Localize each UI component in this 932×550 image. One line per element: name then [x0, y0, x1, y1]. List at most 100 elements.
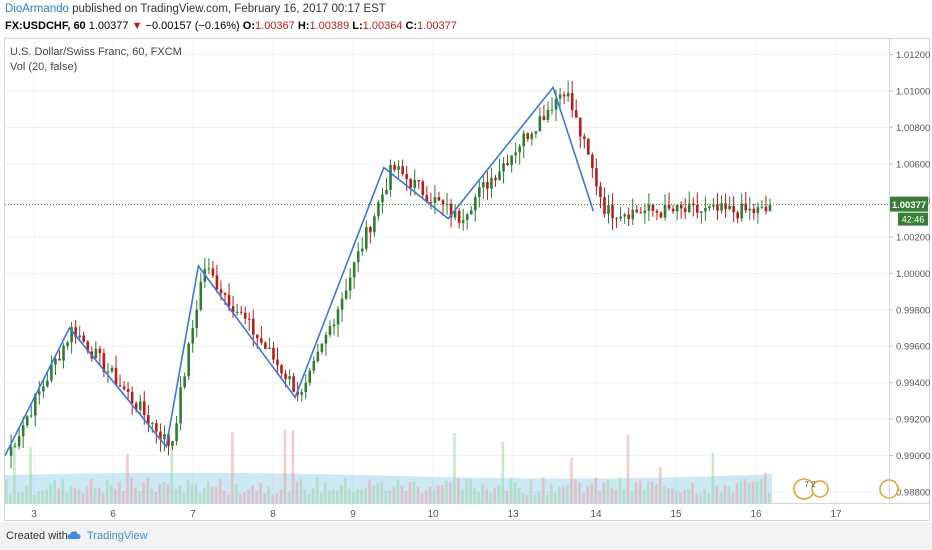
volume-bar — [513, 481, 517, 503]
volume-bar — [719, 492, 723, 503]
candle-body — [66, 342, 69, 346]
volume-bar — [101, 492, 105, 503]
x-tick-label: 17 — [830, 509, 842, 520]
candle-body — [603, 197, 606, 214]
volume-bar — [416, 486, 420, 503]
candle-body — [171, 441, 174, 446]
candle-body — [409, 179, 412, 188]
volume-bar — [622, 489, 626, 503]
candle-body — [62, 345, 65, 361]
candle-body — [582, 136, 586, 139]
volume-bar — [465, 478, 468, 503]
x-tick-label: 9 — [350, 509, 356, 520]
volume-bar — [695, 493, 698, 503]
candle-body — [599, 186, 602, 198]
volume-bar — [69, 486, 73, 503]
economic-event-icon-2[interactable] — [811, 480, 829, 498]
volume-bar — [235, 483, 238, 503]
volume-bar — [675, 490, 678, 503]
volume-bar — [392, 487, 396, 503]
author-link[interactable]: DioArmando — [5, 3, 69, 15]
volume-bar — [243, 492, 246, 503]
candle-body — [42, 386, 45, 392]
volume-bar — [13, 440, 16, 503]
volume-bar — [549, 484, 553, 503]
candle-body — [247, 318, 251, 320]
candle-body — [558, 94, 562, 99]
candle-body — [469, 210, 473, 215]
candle-body — [679, 204, 683, 209]
volume-bar — [109, 485, 113, 503]
volume-bar — [331, 489, 335, 503]
volume-bar — [376, 482, 380, 503]
volume-bar — [638, 480, 642, 503]
candle-body — [195, 309, 199, 329]
candle-body — [619, 216, 622, 219]
candle-body — [728, 205, 731, 210]
volume-bar — [517, 487, 521, 503]
candle-body — [768, 204, 772, 212]
volume-bar — [214, 487, 218, 503]
candle-body — [191, 328, 195, 344]
candle-body — [578, 117, 582, 137]
candle-body — [607, 205, 610, 214]
volume-bar — [396, 479, 400, 503]
volume-bar — [33, 494, 36, 503]
volume-bar — [449, 482, 452, 503]
volume-bar — [356, 489, 359, 503]
candle-body — [264, 342, 267, 349]
candle-body — [498, 171, 501, 181]
candle-body — [631, 209, 635, 220]
candle-body — [231, 306, 235, 313]
candle-body — [627, 214, 630, 220]
volume-bar — [299, 478, 303, 503]
candle-body — [550, 109, 554, 111]
x-tick-label: 15 — [670, 509, 682, 520]
volume-bar — [85, 486, 89, 503]
candle-body — [304, 382, 308, 393]
x-tick-label: 8 — [270, 509, 276, 520]
candle-body — [78, 335, 81, 338]
open-value: 1.00367 — [255, 20, 295, 32]
volume-bar — [295, 481, 299, 503]
candle-body — [13, 446, 17, 448]
candle-body — [587, 138, 590, 155]
x-tick-label: 3 — [31, 509, 37, 520]
publish-line: DioArmando published on TradingView.com,… — [5, 3, 386, 15]
volume-bar — [126, 453, 129, 503]
volume-bar — [178, 484, 182, 503]
candle-body — [542, 116, 546, 120]
volume-bar — [412, 481, 416, 503]
candle-body — [591, 154, 594, 169]
volume-bar — [642, 489, 646, 503]
candle-body — [445, 203, 449, 205]
volume-bar — [291, 430, 295, 503]
candle-body — [46, 380, 49, 387]
volume-bar — [699, 493, 702, 503]
volume-bar — [445, 480, 448, 503]
volume-bar — [319, 492, 323, 503]
candle-body — [393, 164, 396, 170]
volume-bar — [97, 487, 101, 503]
volume-legend: Vol (20, false) — [10, 61, 78, 73]
volume-bar — [743, 479, 747, 503]
volume-bar — [29, 447, 32, 503]
volume-bar — [477, 491, 480, 503]
candle-body — [296, 391, 299, 395]
candle-body — [227, 294, 231, 307]
volume-bar — [315, 477, 319, 503]
volume-bar — [461, 489, 464, 503]
volume-bar — [283, 429, 287, 503]
volume-bar — [247, 489, 250, 503]
volume-bar — [574, 479, 577, 503]
candle-body — [667, 204, 671, 209]
volume-bar — [687, 488, 690, 503]
tradingview-link[interactable]: TradingView — [87, 530, 148, 542]
candle-body — [385, 189, 388, 195]
volume-bar — [731, 492, 735, 503]
candle-body — [110, 367, 114, 372]
candle-body — [159, 431, 162, 440]
candle-body — [215, 275, 219, 290]
volume-bar — [352, 492, 355, 503]
